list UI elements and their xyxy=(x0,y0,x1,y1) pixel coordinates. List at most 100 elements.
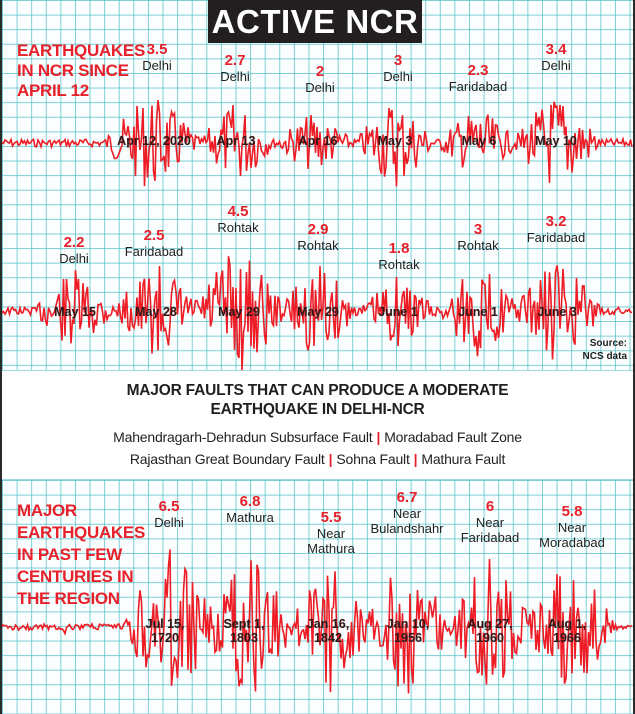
historic-quake-label: 6.8 Mathura xyxy=(226,493,274,525)
separator: | xyxy=(413,451,418,467)
magnitude: 3 xyxy=(393,52,403,69)
historic-quake-date: Jan 16, 1842 xyxy=(307,617,349,645)
historic-quake-date: Sept 1, 1803 xyxy=(224,617,265,645)
location: Rohtak xyxy=(217,220,259,235)
date-line: 1720 xyxy=(151,631,179,645)
seismograph-trace-row3 xyxy=(2,549,633,694)
magnitude: 3.2 xyxy=(545,213,567,230)
location: Near xyxy=(316,526,346,541)
historic-quake-date: Aug 27, 1960 xyxy=(467,617,512,645)
magnitude: 3 xyxy=(473,221,483,238)
location: Delhi xyxy=(383,69,413,84)
source-value: NCS data xyxy=(582,351,627,362)
date-line: 1803 xyxy=(230,631,258,645)
faults-band xyxy=(2,370,633,480)
historic-quake-label: 6.7 Near Bulandshahr xyxy=(371,489,444,536)
quake-date: Apr 12, 2020 xyxy=(117,134,191,148)
fault-list-line-1: Mahendragarh-Dehradun Subsurface Fault | M… xyxy=(0,428,635,446)
magnitude: 4.5 xyxy=(227,203,249,220)
quake-date: May 10 xyxy=(535,134,577,148)
fault-list-line-2: Rajasthan Great Boundary Fault | Sohna Fau… xyxy=(0,450,635,468)
fault-name: Moradabad Fault Zone xyxy=(384,429,522,445)
date-line: Aug 27, xyxy=(467,617,513,631)
date-line: Aug 1, xyxy=(547,617,587,631)
magnitude: 2.3 xyxy=(467,62,489,79)
heading-line: CENTURIES IN xyxy=(17,567,134,586)
historic-quake-label: 5.5 Near Mathura xyxy=(307,509,355,556)
quake-label: 3.5 Delhi xyxy=(142,41,172,73)
quake-date: June 3 xyxy=(537,305,577,319)
historic-quake-date: Jan 10, 1956 xyxy=(387,617,429,645)
magnitude: 6 xyxy=(485,498,495,515)
date-line: Jul 15, xyxy=(145,617,185,631)
seismograph-trace-row2 xyxy=(2,256,632,371)
location: Mathura xyxy=(307,541,355,556)
quake-date: May 29 xyxy=(297,305,339,319)
seismograph-trace-row1 xyxy=(2,100,633,187)
location: Faridabad xyxy=(124,244,184,259)
faults-title-line: MAJOR FAULTS THAT CAN PRODUCE A MODERATE xyxy=(126,382,509,399)
source-note: Source: NCS data xyxy=(583,337,627,363)
location: Delhi xyxy=(142,58,172,73)
location: Rohtak xyxy=(378,257,420,272)
date-line: 1842 xyxy=(314,631,342,645)
heading-line: EARTHQUAKES xyxy=(17,523,145,542)
historic-quake-date: Aug 1, 1966 xyxy=(548,617,586,645)
seismograph-grid-top xyxy=(2,0,633,370)
date-line: 1966 xyxy=(553,631,581,645)
page-title: ACTIVE NCR xyxy=(211,2,419,40)
quake-date: Apr 16 xyxy=(298,134,338,148)
fault-name: Sohna Fault xyxy=(336,451,410,467)
magnitude: 6.7 xyxy=(396,489,418,506)
historic-quake-date: Jul 15, 1720 xyxy=(146,617,185,645)
magnitude: 2.2 xyxy=(63,234,85,251)
magnitude: 2.7 xyxy=(224,52,246,69)
historic-quake-label: 6.5 Delhi xyxy=(154,498,184,530)
quake-date: May 28 xyxy=(135,305,177,319)
historic-quake-label: 6 Near Faridabad xyxy=(461,498,520,545)
location: Faridabad xyxy=(448,79,508,94)
quake-label: 2.9 Rohtak xyxy=(297,221,338,253)
location: Delhi xyxy=(305,80,335,95)
quake-date: May 3 xyxy=(377,134,413,148)
quake-date: June 1 xyxy=(378,305,418,319)
faults-title: MAJOR FAULTS THAT CAN PRODUCE A MODERATE… xyxy=(0,381,635,419)
fault-name: Mahendragarh-Dehradun Subsurface Fault xyxy=(113,429,373,445)
magnitude: 6.8 xyxy=(239,493,261,510)
quake-label: 3.2 Faridabad xyxy=(527,213,586,245)
magnitude: 1.8 xyxy=(388,240,410,257)
magnitude: 3.5 xyxy=(146,41,168,58)
title-banner: ACTIVE NCR xyxy=(208,0,422,43)
location: Near xyxy=(475,515,505,530)
magnitude: 2.5 xyxy=(143,227,165,244)
quake-date: Apr 13 xyxy=(216,134,256,148)
location: Delhi xyxy=(220,69,250,84)
location: Near xyxy=(392,506,422,521)
seismograph-grid-bottom xyxy=(2,480,633,714)
magnitude: 2.9 xyxy=(307,221,329,238)
quake-label: 4.5 Rohtak xyxy=(217,203,258,235)
quake-label: 3 Rohtak xyxy=(457,221,498,253)
location: Delhi xyxy=(154,515,184,530)
faults-title-line: EARTHQUAKE IN DELHI-NCR xyxy=(210,401,425,418)
fault-name: Rajasthan Great Boundary Fault xyxy=(129,451,325,467)
heading-line: APRIL 12 xyxy=(17,81,89,100)
heading-line: IN NCR SINCE xyxy=(17,61,129,80)
location: Delhi xyxy=(541,58,571,73)
historic-quakes-heading: MAJOR EARTHQUAKES IN PAST FEW CENTURIES … xyxy=(17,500,145,610)
quake-label: 2.3 Faridabad xyxy=(449,62,508,94)
separator: | xyxy=(328,451,333,467)
date-line: Jan 16, xyxy=(306,617,350,631)
location: Mathura xyxy=(226,510,274,525)
location: Rohtak xyxy=(457,238,499,253)
quake-label: 2.2 Delhi xyxy=(59,234,89,266)
quake-date: May 6 xyxy=(461,134,497,148)
date-line: 1960 xyxy=(476,631,504,645)
magnitude: 5.5 xyxy=(320,509,342,526)
magnitude: 6.5 xyxy=(158,498,180,515)
magnitude: 5.8 xyxy=(561,503,583,520)
heading-line: IN PAST FEW xyxy=(17,545,122,564)
quake-label: 2.7 Delhi xyxy=(220,52,250,84)
quake-date: June 1 xyxy=(458,305,498,319)
